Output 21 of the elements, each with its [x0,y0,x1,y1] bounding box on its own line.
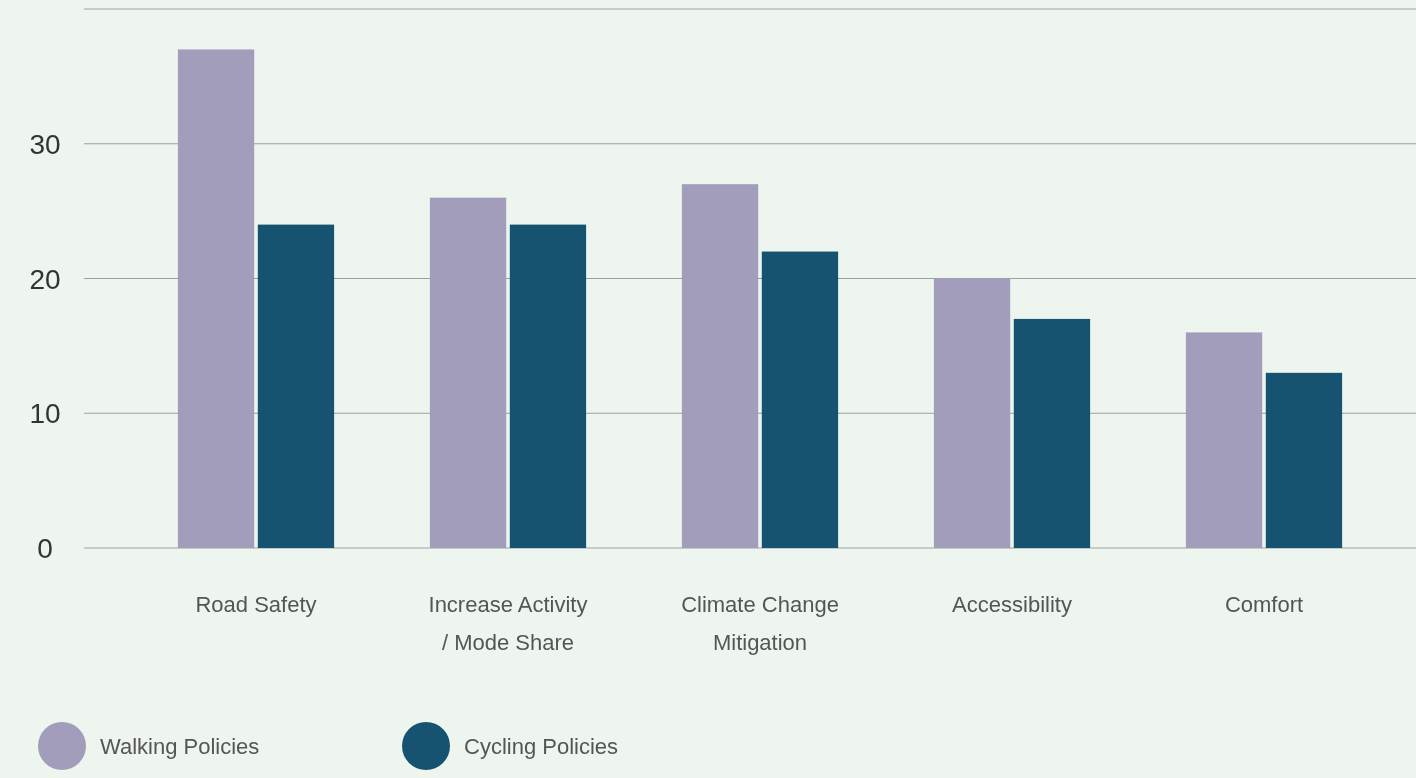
legend-label: Cycling Policies [464,734,619,759]
x-tick-label: Increase Activity / Mode Share [428,592,588,655]
bar [1265,372,1343,548]
bar [1013,318,1091,548]
bar [761,251,839,548]
bar [681,184,759,548]
bar [509,224,587,548]
legend-label: Walking Policies [100,734,260,759]
y-tick-label: 0 [37,533,53,564]
x-tick-label: Accessibility [952,592,1072,617]
bar [429,197,507,548]
bar [1185,332,1263,548]
bar [933,278,1011,548]
bar [177,49,255,548]
bar [257,224,335,548]
x-tick-label: Road Safety [195,592,317,617]
x-tick-label: Climate Change Mitigation [681,592,839,655]
y-tick-label: 10 [29,398,61,430]
x-tick-label: Comfort [1224,592,1304,617]
y-tick-label: 20 [29,263,61,295]
y-tick-label: 30 [29,128,61,160]
